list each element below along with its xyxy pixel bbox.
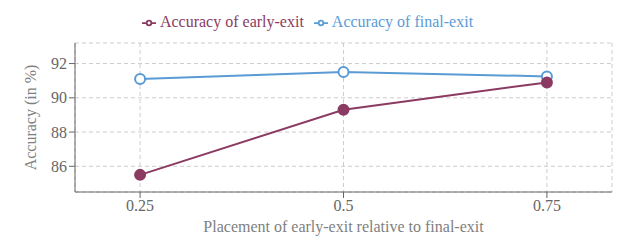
svg-text:86: 86 <box>51 158 67 175</box>
svg-text:0.75: 0.75 <box>533 197 561 214</box>
html-text:Accuracy of early-exit: Accuracy of early-exit <box>159 13 304 30</box>
svg-text:Placement of early-exit relati: Placement of early-exit relative to fina… <box>203 218 484 236</box>
svg-text:90: 90 <box>51 89 67 106</box>
svg-text:92: 92 <box>51 55 67 72</box>
svg-text:0.5: 0.5 <box>334 197 354 214</box>
html-text:Accuracy of final-exit: Accuracy of final-exit <box>331 13 474 30</box>
svg-text:Accuracy (in %): Accuracy (in %) <box>22 65 40 171</box>
svg-text:88: 88 <box>51 124 67 141</box>
svg-text:0.25: 0.25 <box>126 197 154 214</box>
